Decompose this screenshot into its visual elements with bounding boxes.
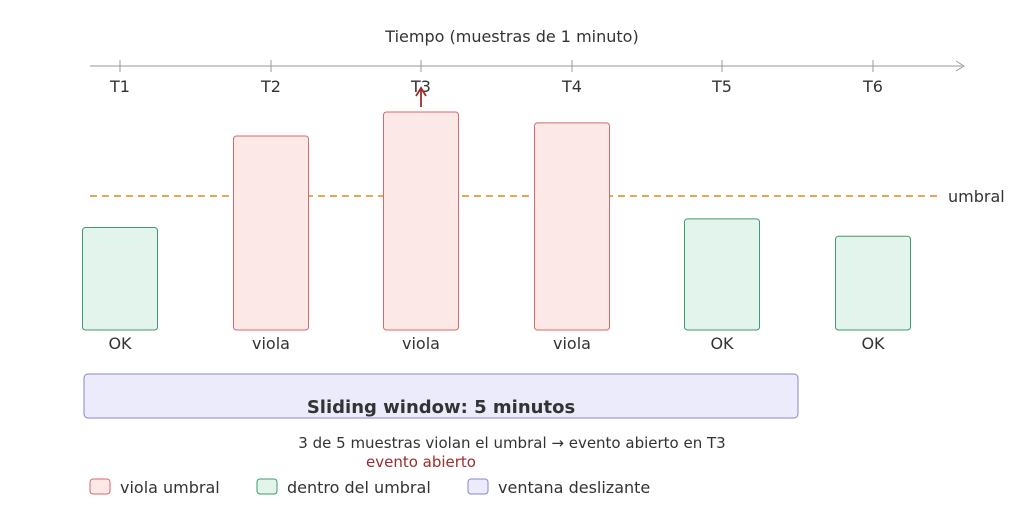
axis-arrow-icon <box>955 60 965 72</box>
legend-swatch <box>89 478 111 495</box>
axis-tick-label: T6 <box>862 77 883 96</box>
time-axis <box>90 60 965 72</box>
sample-bar-ok <box>684 218 760 331</box>
axis-title: Tiempo (muestras de 1 minuto) <box>384 27 638 46</box>
sample-status-label: viola <box>553 334 591 353</box>
sample-status-label: viola <box>252 334 290 353</box>
sample-bar-violation <box>383 111 459 331</box>
legend-swatch <box>256 478 278 495</box>
sample-bar-violation <box>233 135 309 331</box>
axis-tick-label: T3 <box>410 77 431 96</box>
threshold-label: umbral <box>948 187 1005 206</box>
event-marker-arrow-icon <box>415 86 427 107</box>
axis-ticks: T1 T2 T3 T4 T5 T6 <box>109 60 883 96</box>
axis-tick-label: T5 <box>711 77 732 96</box>
legend: viola umbral dentro del umbral ventana des… <box>89 478 650 497</box>
axis-tick-label: T2 <box>260 77 281 96</box>
sample-status-label: OK <box>710 334 734 353</box>
legend-label: ventana deslizante <box>498 478 650 497</box>
sample-bar-ok <box>82 227 158 331</box>
sample-status-label: OK <box>861 334 885 353</box>
sample-status-label: OK <box>108 334 132 353</box>
legend-swatch <box>467 478 489 495</box>
sample-status-label: viola <box>402 334 440 353</box>
legend-label: viola umbral <box>120 478 220 497</box>
summary-text: 3 de 5 muestras violan el umbral → event… <box>298 434 725 452</box>
event-label: evento abierto <box>366 453 476 471</box>
sliding-window-box <box>83 373 799 419</box>
sliding-window-title: Sliding window: 5 minutos <box>307 397 575 418</box>
sample-bar-violation <box>534 122 610 331</box>
axis-tick-label: T4 <box>561 77 582 96</box>
legend-label: dentro del umbral <box>287 478 431 497</box>
axis-tick-label: T1 <box>109 77 130 96</box>
sample-bar-ok <box>835 235 911 331</box>
sample-bars: OK viola viola viola OK OK <box>82 111 911 353</box>
